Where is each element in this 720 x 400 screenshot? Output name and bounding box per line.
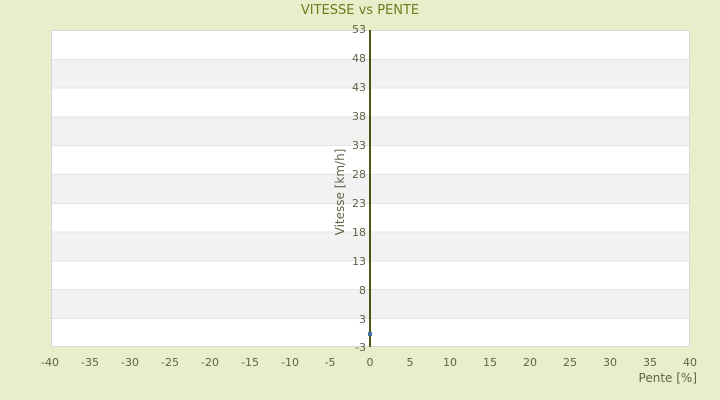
y-tick-label: 33 — [352, 139, 366, 152]
y-tick-label: 43 — [352, 81, 366, 94]
y-tick-label: 3 — [359, 313, 366, 326]
x-tick-label: 30 — [603, 356, 617, 369]
x-tick-label: -30 — [121, 356, 139, 369]
y-tick-label: 23 — [352, 197, 366, 210]
y-tick-label: 48 — [352, 52, 366, 65]
x-tick-label: -20 — [201, 356, 219, 369]
x-tick-label: -10 — [281, 356, 299, 369]
x-axis-label: Pente [%] — [638, 371, 697, 385]
chart-title: VITESSE vs PENTE — [300, 3, 420, 18]
x-tick-label: 25 — [563, 356, 577, 369]
y-axis-line — [369, 30, 371, 347]
x-tick-label: 10 — [443, 356, 457, 369]
x-tick-label: 15 — [483, 356, 497, 369]
x-tick-label: -35 — [81, 356, 99, 369]
y-tick-label: 53 — [352, 23, 366, 36]
data-point — [368, 332, 372, 336]
x-tick-label: 35 — [643, 356, 657, 369]
y-tick-label: 38 — [352, 110, 366, 123]
x-tick-label: -40 — [41, 356, 59, 369]
x-tick-label: -5 — [324, 356, 336, 369]
y-tick-label: 28 — [352, 168, 366, 181]
y-tick-label: -3 — [355, 341, 366, 354]
x-tick-label: 20 — [523, 356, 537, 369]
y-tick-label: 13 — [352, 255, 366, 268]
y-tick-label: 18 — [352, 226, 366, 239]
x-tick-label: 40 — [683, 356, 697, 369]
y-tick-label: 8 — [359, 284, 366, 297]
x-tick-label: 0 — [366, 356, 374, 369]
x-tick-label: 5 — [406, 356, 414, 369]
x-tick-label: -15 — [241, 356, 259, 369]
x-tick-label: -25 — [161, 356, 179, 369]
